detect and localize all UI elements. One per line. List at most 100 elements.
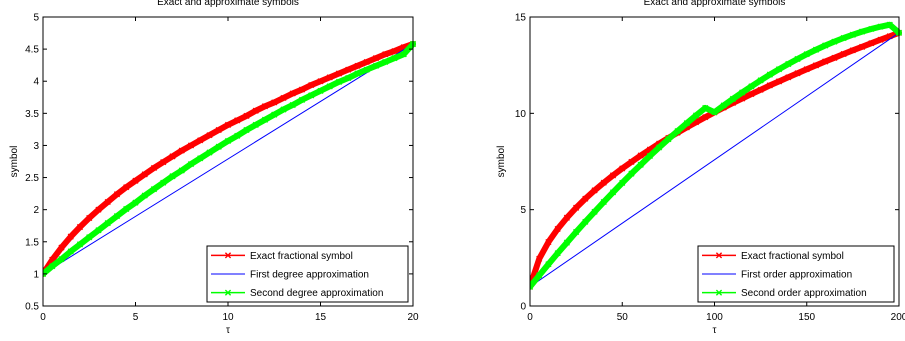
data-point — [280, 106, 287, 113]
data-point — [345, 74, 352, 82]
data-point — [573, 228, 580, 236]
y-tick-label: 0.5 — [25, 302, 39, 313]
chart-title: Exact and approximate symbols — [157, 0, 299, 8]
data-point — [637, 161, 644, 168]
legend: Exact fractional symbol First degree appr… — [206, 245, 409, 303]
data-point — [160, 159, 167, 166]
data-point — [859, 28, 866, 35]
data-point — [757, 77, 764, 84]
data-point — [822, 58, 829, 65]
data-point — [224, 137, 232, 145]
data-point — [67, 248, 74, 255]
data-point — [877, 36, 884, 43]
data-point — [591, 208, 598, 215]
x-axis-label: τ — [713, 325, 717, 336]
data-point — [600, 179, 607, 186]
data-point — [363, 58, 370, 66]
data-point — [831, 54, 838, 61]
data-point — [748, 90, 755, 98]
data-point — [545, 238, 552, 246]
data-point — [271, 111, 278, 118]
data-point — [95, 206, 102, 213]
data-point — [794, 55, 801, 63]
y-tick-label: 4.5 — [25, 45, 39, 56]
data-point — [702, 104, 709, 112]
series-line — [530, 32, 900, 288]
data-point — [822, 42, 829, 49]
legend-label: Second degree approximation — [250, 288, 383, 299]
data-point — [308, 92, 315, 99]
data-point — [530, 283, 534, 290]
data-point — [132, 177, 139, 184]
y-tick-label: 5 — [33, 13, 39, 24]
legend: Exact fractional symbol First order appro… — [697, 245, 895, 303]
data-point — [178, 147, 185, 154]
chart-1: 0 5 10 15 20 0.5 1 1.5 2 2.5 3 3.5 4 4.5 5 Exact and ap… — [9, 0, 419, 336]
data-point — [382, 51, 389, 58]
data-point — [646, 152, 654, 160]
data-point — [683, 120, 690, 127]
series-2 — [530, 32, 900, 288]
series-1 — [43, 40, 417, 277]
data-point — [545, 261, 552, 268]
x-tick-label: 0 — [527, 312, 533, 323]
data-point — [104, 220, 111, 227]
data-point — [335, 70, 343, 77]
data-point — [308, 81, 315, 89]
data-point — [757, 86, 764, 93]
data-point — [169, 153, 176, 160]
series-3 — [530, 21, 903, 290]
data-point — [141, 171, 148, 178]
data-point — [859, 43, 866, 50]
data-point — [354, 70, 361, 77]
data-point — [58, 256, 65, 263]
data-point — [123, 205, 130, 213]
data-point — [536, 272, 543, 279]
data-point — [582, 195, 589, 202]
data-point — [76, 223, 84, 231]
data-point — [215, 126, 222, 134]
data-point — [637, 152, 644, 159]
data-point — [67, 233, 74, 240]
data-point — [243, 126, 250, 134]
y-tick-label: 0 — [520, 302, 526, 313]
data-point — [619, 165, 626, 172]
data-point — [739, 89, 746, 96]
data-point — [794, 70, 801, 77]
data-point — [400, 51, 407, 58]
data-point — [197, 155, 204, 162]
data-point — [720, 102, 727, 109]
data-point — [326, 83, 333, 90]
series-2 — [43, 43, 414, 275]
data-point — [766, 82, 773, 89]
data-point — [609, 172, 617, 179]
data-point — [382, 58, 389, 66]
x-tick-label: 150 — [798, 312, 815, 323]
data-point — [702, 114, 709, 121]
x-tick-label: 15 — [315, 312, 327, 323]
data-point — [234, 117, 241, 124]
data-point — [554, 250, 561, 257]
data-point — [187, 142, 195, 149]
data-point — [563, 239, 570, 246]
x-tick-label: 50 — [617, 312, 629, 323]
y-axis-label: symbol — [496, 146, 507, 178]
data-point — [345, 66, 352, 73]
legend-marker — [224, 252, 232, 259]
x-axis-label: τ — [226, 325, 230, 336]
data-point — [335, 78, 343, 85]
x-tick-label: 100 — [706, 312, 723, 323]
data-point — [665, 136, 672, 143]
y-tick-label: 2 — [33, 205, 39, 216]
data-point — [656, 144, 663, 151]
data-point — [197, 137, 204, 144]
data-point — [317, 87, 324, 94]
data-point — [113, 212, 121, 220]
data-point — [803, 66, 810, 73]
data-point — [132, 199, 139, 206]
data-point — [178, 167, 185, 174]
data-point — [187, 160, 195, 168]
plots: 0 5 10 15 20 0.5 1 1.5 2 2.5 3 3.5 4 4.5 5 Exact and ap… — [9, 0, 905, 336]
data-point — [748, 83, 755, 90]
data-point — [785, 60, 792, 68]
